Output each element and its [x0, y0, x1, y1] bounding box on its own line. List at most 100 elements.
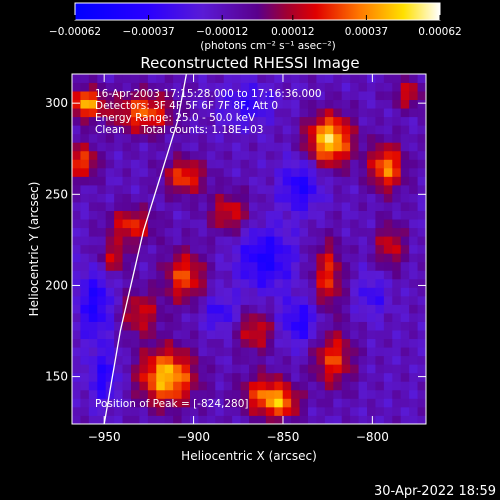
heatmap-cell — [257, 150, 267, 160]
heatmap-cell — [417, 261, 426, 271]
heatmap-cell — [282, 91, 292, 101]
heatmap-cell — [409, 406, 418, 416]
heatmap-cell — [164, 159, 174, 169]
heatmap-cell — [147, 372, 157, 382]
heatmap-cell — [358, 210, 368, 220]
heatmap-cell — [181, 270, 191, 280]
heatmap-cell — [223, 125, 233, 135]
heatmap-cell — [147, 227, 157, 237]
heatmap-cell — [215, 278, 225, 288]
heatmap-cell — [164, 202, 174, 211]
heatmap-cell — [164, 176, 174, 186]
heatmap-cell — [257, 133, 267, 143]
heatmap-cell — [131, 278, 140, 288]
heatmap-cell — [341, 150, 351, 160]
heatmap-cell — [88, 270, 98, 280]
heatmap-cell — [282, 270, 292, 280]
heatmap-cell — [114, 415, 123, 424]
heatmap-cell — [265, 389, 275, 399]
heatmap-cell — [249, 133, 258, 143]
heatmap-cell — [299, 167, 309, 177]
heatmap-cell — [223, 184, 233, 194]
heatmap-cell — [105, 253, 115, 263]
heatmap-cell — [257, 184, 267, 194]
heatmap-cell — [282, 99, 292, 109]
heatmap-cell — [215, 142, 225, 152]
heatmap-cell — [88, 167, 98, 177]
heatmap-cell — [324, 338, 334, 348]
heatmap-cell — [341, 389, 351, 399]
heatmap-cell — [400, 74, 410, 83]
heatmap-cell — [383, 176, 393, 186]
heatmap-cell — [392, 355, 402, 365]
heatmap-cell — [257, 125, 267, 135]
heatmap-cell — [147, 193, 157, 203]
heatmap-cell — [383, 364, 393, 374]
heatmap-cell — [88, 91, 98, 101]
heatmap-cell — [97, 261, 107, 271]
heatmap-cell — [88, 244, 98, 254]
heatmap-cell — [341, 74, 351, 83]
heatmap-cell — [88, 406, 98, 416]
heatmap-cell — [257, 415, 267, 424]
heatmap-cell — [164, 313, 174, 322]
heatmap-cell — [316, 381, 326, 391]
heatmap-cell — [400, 278, 410, 288]
heatmap-cell — [265, 219, 275, 229]
heatmap-cell — [291, 295, 300, 305]
heatmap-cell — [215, 253, 225, 263]
heatmap-cell — [88, 236, 98, 246]
heatmap-cell — [257, 287, 267, 297]
heatmap-cell — [181, 304, 191, 314]
heatmap-cell — [367, 364, 376, 374]
heatmap-cell — [114, 74, 123, 83]
heatmap-cell — [324, 91, 334, 101]
heatmap-cell — [299, 415, 309, 424]
heatmap-cell — [97, 184, 107, 194]
heatmap-cell — [190, 295, 199, 305]
heatmap-cell — [147, 389, 157, 399]
heatmap-cell — [139, 125, 149, 135]
heatmap-cell — [215, 91, 225, 101]
heatmap-cell — [274, 116, 284, 126]
heatmap-cell — [350, 99, 359, 109]
heatmap-cell — [147, 244, 157, 254]
heatmap-cell — [257, 99, 267, 109]
heatmap-cell — [223, 91, 233, 101]
heatmap-cell — [147, 116, 157, 126]
heatmap-cell — [114, 227, 123, 237]
heatmap-cell — [265, 210, 275, 220]
heatmap-cell — [358, 193, 368, 203]
heatmap-cell — [249, 159, 258, 169]
heatmap-cell — [417, 295, 426, 305]
heatmap-cell — [341, 244, 351, 254]
heatmap-cell — [299, 321, 309, 331]
heatmap-cell — [308, 355, 317, 365]
heatmap-cell — [181, 219, 191, 229]
heatmap-cell — [392, 321, 402, 331]
heatmap-cell — [139, 236, 149, 246]
heatmap-cell — [122, 261, 132, 271]
heatmap-cell — [206, 389, 216, 399]
heatmap-cell — [131, 74, 140, 83]
heatmap-cell — [333, 338, 343, 348]
heatmap-cell — [367, 108, 376, 118]
heatmap-cell — [367, 236, 376, 246]
heatmap-cell — [249, 167, 258, 177]
heatmap-cell — [282, 347, 292, 357]
heatmap-cell — [114, 381, 123, 391]
heatmap-cell — [417, 389, 426, 399]
heatmap-cell — [265, 372, 275, 382]
heatmap-cell — [122, 321, 132, 331]
heatmap-cell — [358, 364, 368, 374]
heatmap-cell — [215, 313, 225, 322]
heatmap-cell — [274, 372, 284, 382]
heatmap-cell — [80, 330, 90, 340]
heatmap-cell — [223, 270, 233, 280]
heatmap-cell — [282, 253, 292, 263]
heatmap-cell — [97, 295, 107, 305]
heatmap-cell — [249, 295, 258, 305]
heatmap-cell — [232, 184, 241, 194]
heatmap-cell — [358, 270, 368, 280]
heatmap-cell — [282, 150, 292, 160]
